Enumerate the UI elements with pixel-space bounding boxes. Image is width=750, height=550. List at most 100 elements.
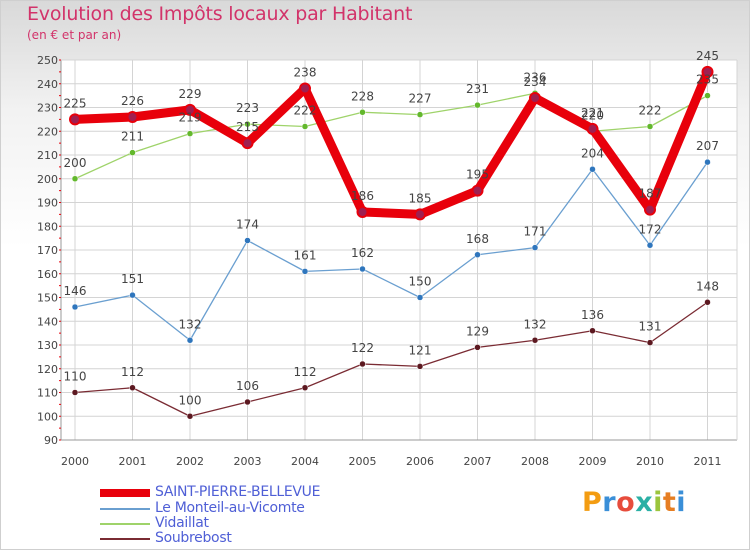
data-label: 172 [639, 222, 662, 236]
x-tick-label: 2001 [119, 455, 147, 468]
x-tick-label: 2005 [349, 455, 377, 468]
data-label: 245 [696, 49, 719, 63]
data-label: 226 [121, 94, 144, 108]
legend-item: SAINT-PIERRE-BELLEVUE [100, 484, 420, 500]
y-tick-label: 220 [37, 125, 58, 138]
data-point [359, 109, 366, 116]
x-tick-label: 2003 [234, 455, 262, 468]
data-point [359, 265, 366, 273]
legend-label: SAINT-PIERRE-BELLEVUE [155, 484, 321, 500]
legend-label: Soubrebost [155, 530, 232, 546]
data-label: 200 [64, 156, 87, 170]
data-point [186, 337, 194, 344]
data-point [299, 82, 311, 95]
y-tick-label: 120 [37, 363, 58, 376]
data-label: 112 [294, 365, 317, 379]
data-point [701, 65, 714, 78]
data-label: 228 [351, 89, 374, 103]
x-tick-label: 2009 [579, 455, 607, 468]
data-point [646, 339, 654, 346]
x-tick-label: 2011 [694, 455, 722, 468]
legend-swatch [100, 508, 150, 510]
brand-logo: Proxiti [582, 487, 686, 518]
x-tick-label: 2010 [636, 455, 664, 468]
y-tick-label: 160 [37, 268, 58, 281]
data-label: 207 [696, 139, 719, 153]
brand-letter: t [662, 487, 677, 518]
data-label: 235 [696, 73, 719, 87]
y-tick-label: 100 [37, 410, 58, 423]
data-label: 225 [64, 96, 87, 110]
data-label: 121 [409, 343, 432, 357]
y-tick-label: 140 [37, 315, 58, 328]
data-label: 112 [121, 365, 144, 379]
x-tick-label: 2004 [291, 455, 319, 468]
data-point [646, 242, 654, 249]
y-tick-label: 90 [44, 434, 58, 447]
data-point [129, 384, 136, 391]
data-label: 122 [351, 341, 374, 355]
x-tick-label: 2000 [61, 455, 89, 468]
data-label: 211 [121, 130, 144, 144]
y-tick-label: 190 [37, 197, 58, 210]
data-point [416, 111, 424, 118]
data-point [244, 237, 251, 244]
data-label: 186 [351, 189, 374, 203]
data-label: 168 [466, 232, 489, 246]
data-label: 162 [351, 246, 374, 260]
data-point [356, 206, 369, 218]
data-point [531, 337, 539, 344]
legend-item: Vidaillat [100, 515, 420, 531]
data-label: 174 [236, 218, 259, 232]
data-point [529, 92, 541, 104]
data-label: 221 [581, 106, 604, 120]
y-tick-label: 170 [37, 244, 58, 257]
legend-item: Le Monteil-au-Vicomte [100, 500, 420, 516]
x-tick-label: 2002 [176, 455, 204, 468]
brand-letter: P [582, 487, 603, 518]
data-label: 106 [236, 379, 259, 393]
data-label: 231 [466, 82, 489, 96]
data-label: 185 [409, 191, 432, 205]
data-point [129, 291, 136, 299]
y-tick-label: 230 [37, 102, 58, 115]
data-label: 131 [639, 320, 662, 334]
chart-title: Evolution des Impôts locaux par Habitant [27, 3, 413, 25]
data-label: 219 [179, 111, 202, 125]
brand-letter: x [635, 487, 654, 518]
data-label: 215 [236, 120, 259, 134]
data-point [301, 123, 309, 130]
series-line [74, 161, 709, 341]
legend-swatch [100, 523, 150, 525]
data-label: 187 [639, 187, 662, 201]
data-point [241, 137, 254, 150]
data-label: 236 [524, 70, 547, 84]
data-point [359, 360, 366, 368]
data-point [416, 363, 424, 370]
data-point [186, 413, 194, 420]
data-label: 110 [64, 370, 87, 384]
data-point [474, 251, 481, 258]
data-label: 161 [294, 248, 317, 262]
data-point [586, 122, 599, 135]
data-point [471, 184, 484, 197]
data-label: 238 [294, 66, 317, 80]
data-label: 132 [524, 317, 547, 331]
data-point [644, 203, 656, 216]
data-label: 146 [64, 284, 87, 298]
x-tick-label: 2006 [406, 455, 434, 468]
data-point [184, 103, 196, 116]
x-tick-label: 2007 [464, 455, 492, 468]
y-tick-label: 110 [37, 387, 58, 400]
data-label: 100 [179, 393, 202, 407]
data-point [186, 130, 194, 137]
data-label: 229 [179, 87, 202, 101]
data-point [416, 294, 424, 301]
data-label: 129 [466, 324, 489, 338]
data-point [71, 303, 79, 311]
y-tick-label: 240 [37, 78, 58, 91]
x-tick-label: 2008 [521, 455, 549, 468]
data-label: 148 [696, 279, 719, 293]
data-label: 222 [639, 104, 662, 118]
